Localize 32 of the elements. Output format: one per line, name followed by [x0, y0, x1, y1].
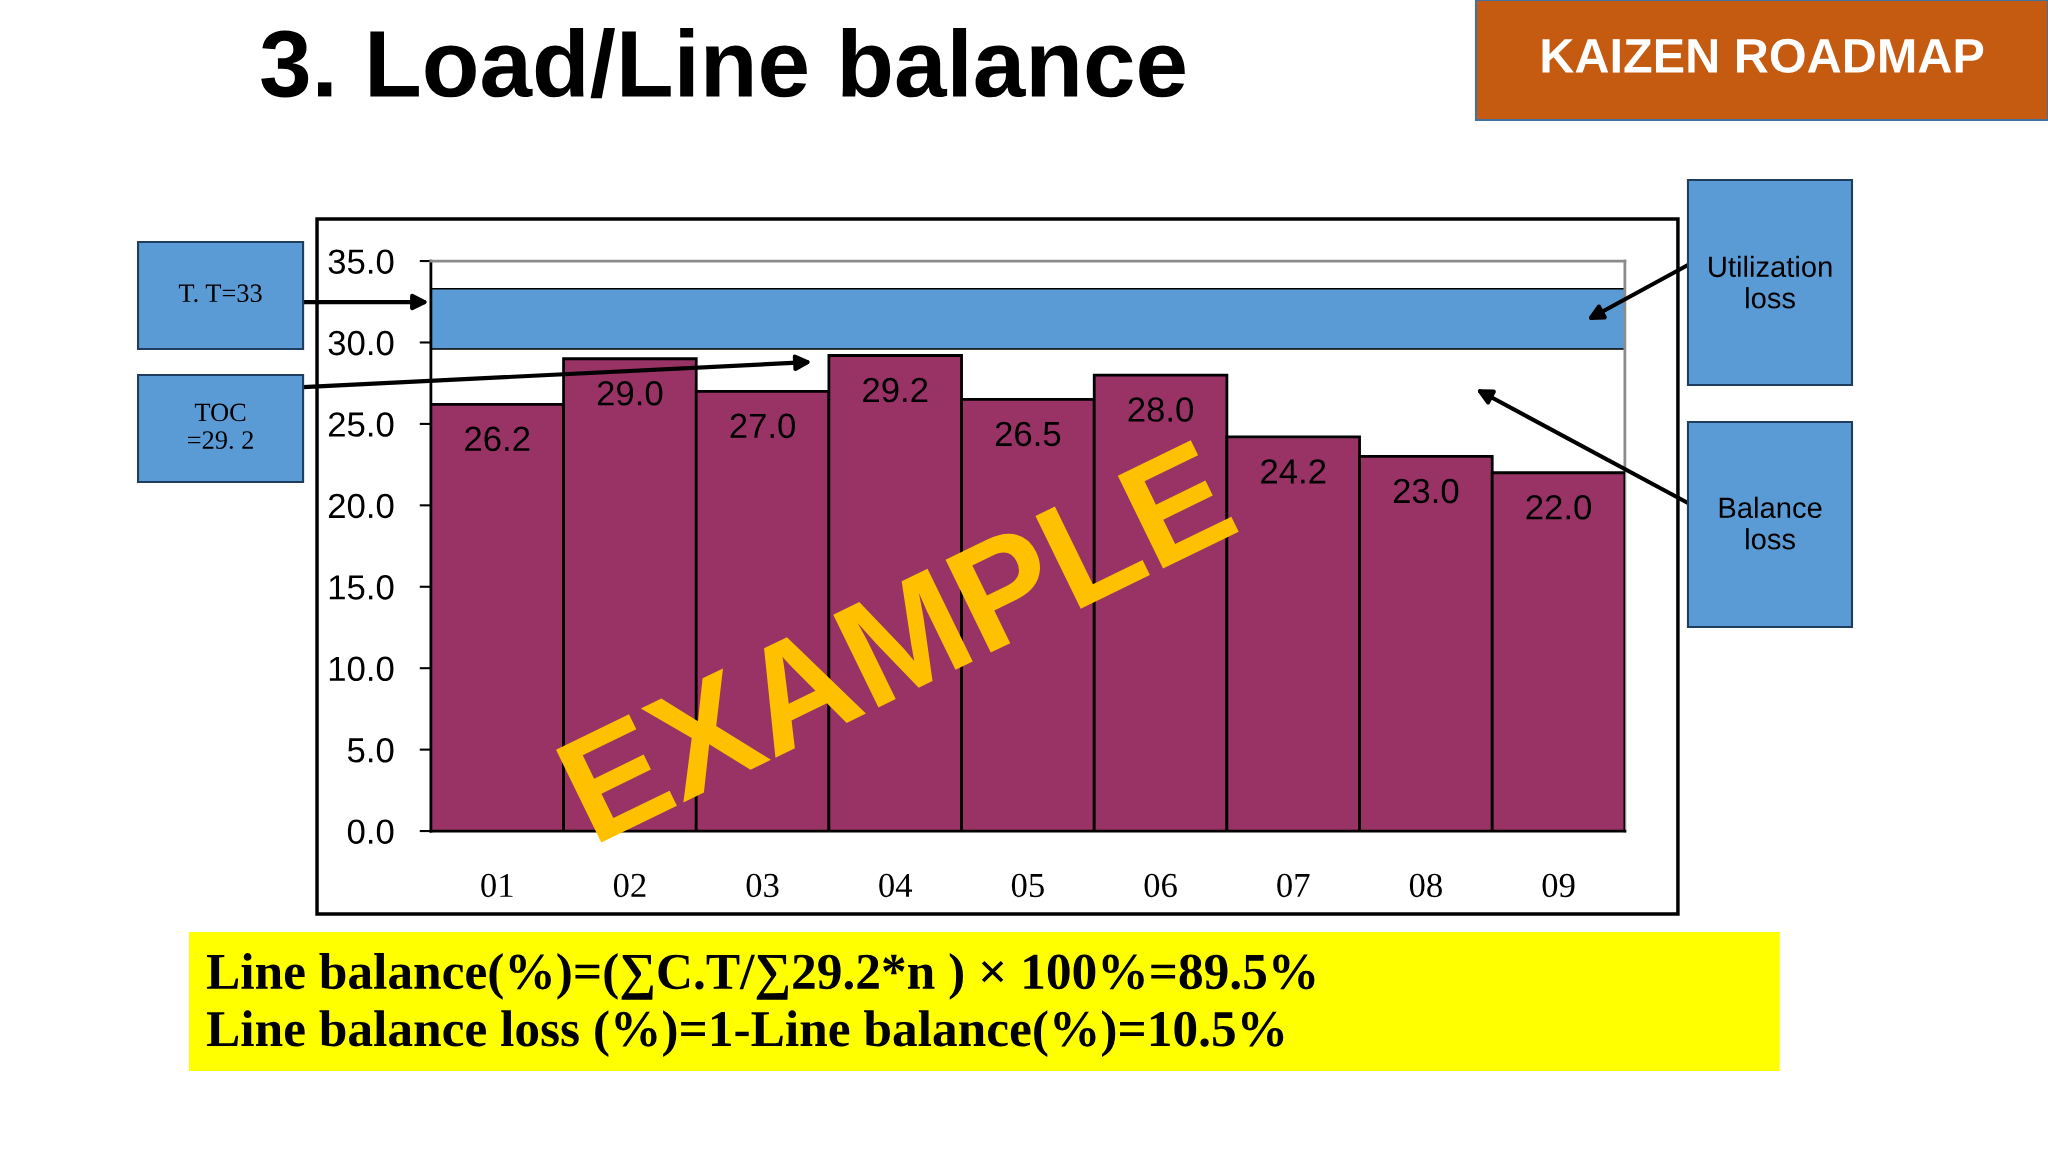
- data-label: 22.0: [1526, 494, 1591, 520]
- data-label: 26.2: [465, 426, 530, 452]
- y-tick-label: 15.0: [329, 575, 394, 600]
- y-tick-label: 10.0: [329, 656, 394, 682]
- x-tick-label: 01: [481, 873, 513, 898]
- x-tick-label: 04: [879, 873, 913, 898]
- data-label: 23.0: [1393, 478, 1459, 504]
- data-label: 29.2: [863, 377, 928, 403]
- y-tick-label: 35.0: [328, 249, 394, 274]
- data-label: 24.2: [1261, 459, 1326, 484]
- data-label: 28.0: [1128, 397, 1193, 422]
- text: TOC =29. 2: [188, 403, 253, 450]
- x-tick-label: 03: [746, 873, 779, 898]
- y-tick-label: 30.0: [328, 330, 394, 356]
- y-tick-label: 5.0: [347, 737, 394, 763]
- text: Line balance(%)=(∑C.T/∑29.2*n ) × 100%=89.5% Line balance loss (%)=1-Line balance(%)=10.5%: [206, 953, 1315, 1057]
- x-tick-label: 06: [1144, 873, 1177, 898]
- x-tick-label: 09: [1542, 873, 1575, 898]
- x-tick-label: 05: [1011, 873, 1044, 898]
- data-label: 27.0: [730, 413, 795, 439]
- chart-title: 3. Load/Line balance: [261, 27, 1185, 99]
- x-tick-label: 02: [613, 873, 646, 898]
- text: Balance loss: [1719, 496, 1822, 550]
- text: KAIZEN ROADMAP: [1542, 38, 1984, 74]
- text: Utilization loss: [1709, 255, 1832, 309]
- y-tick-label: 25.0: [328, 412, 394, 437]
- data-label: 29.0: [597, 380, 663, 406]
- y-tick-label: 20.0: [328, 493, 394, 519]
- x-tick-label: 07: [1277, 873, 1310, 898]
- y-tick-label: 0.0: [347, 819, 394, 844]
- text: T. T=33: [178, 284, 262, 303]
- x-tick-label: 08: [1409, 873, 1442, 898]
